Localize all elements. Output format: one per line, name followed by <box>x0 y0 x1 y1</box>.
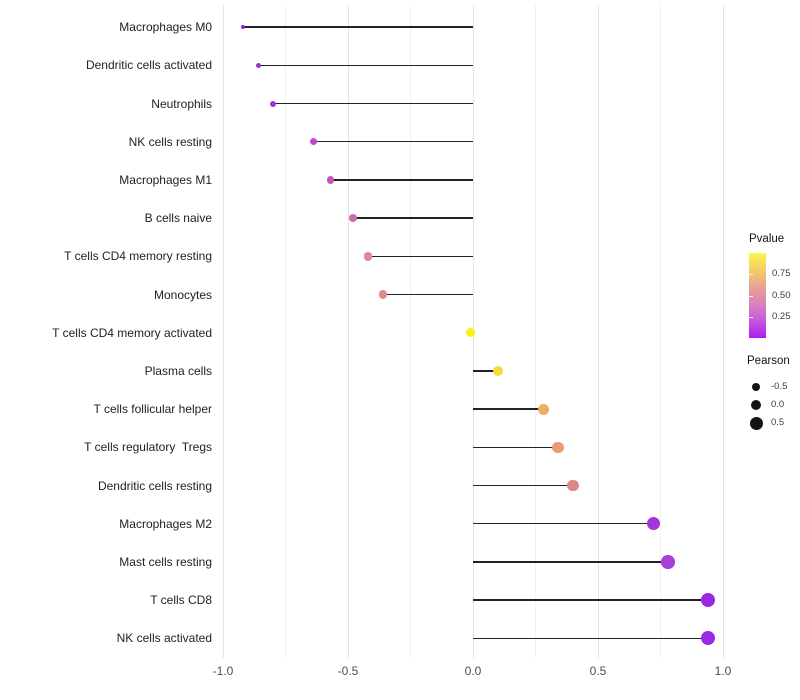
lollipop-stem <box>273 102 473 105</box>
x-axis-tick-label: -0.5 <box>337 664 359 678</box>
y-axis-label: Neutrophils <box>151 96 212 111</box>
pearson-legend-dot <box>750 399 762 411</box>
lollipop-stem <box>313 141 473 143</box>
y-axis-label: NK cells resting <box>128 134 212 149</box>
x-axis-tick-label: 0.5 <box>589 664 607 678</box>
lollipop-stem <box>353 217 473 219</box>
lollipop-dot <box>700 592 716 608</box>
x-axis-tick-label: -1.0 <box>212 664 234 678</box>
pvalue-legend-title: Pvalue <box>749 233 785 245</box>
pearson-legend-label: 0.5 <box>771 417 785 428</box>
lollipop-stem <box>473 370 498 372</box>
pvalue-colorbar-tick <box>749 274 753 276</box>
lollipop-stem <box>473 599 708 601</box>
pvalue-colorbar <box>749 253 766 338</box>
lollipop-dot <box>309 138 317 146</box>
lollipop-dot <box>552 441 564 453</box>
gridline-major <box>347 5 349 658</box>
lollipop-dot <box>661 555 675 569</box>
lollipop-stem <box>473 484 573 487</box>
lollipop-dot <box>700 631 716 646</box>
lollipop-dot <box>646 517 660 531</box>
y-axis-label: Monocytes <box>153 287 212 302</box>
y-axis-label: Mast cells resting <box>119 554 212 569</box>
pearson-legend-label: -0.5 <box>771 381 788 392</box>
y-axis-label: Macrophages M0 <box>119 20 212 35</box>
lollipop-stem <box>473 523 653 525</box>
y-axis-label: B cells naive <box>144 211 212 226</box>
y-axis-label: T cells CD4 memory resting <box>64 249 212 264</box>
lollipop-dot <box>326 176 335 184</box>
gridline-minor <box>285 5 286 658</box>
lollipop-stem <box>383 293 473 296</box>
x-axis-tick-label: 1.0 <box>714 664 732 678</box>
pvalue-colorbar-tick <box>749 316 753 318</box>
lollipop-dot <box>240 25 246 30</box>
pvalue-colorbar-tick <box>749 295 753 297</box>
pearson-legend-title: Pearson <box>747 355 790 367</box>
lollipop-stem <box>473 446 558 448</box>
lollipop-stem <box>368 255 473 257</box>
pvalue-colorbar-tick-label: 0.25 <box>772 310 791 322</box>
lollipop-stem <box>243 26 473 28</box>
lollipop-dot <box>567 479 579 492</box>
lollipop-dot <box>465 327 476 338</box>
y-axis-label: NK cells activated <box>116 631 212 646</box>
lollipop-stem <box>330 179 473 181</box>
gridline-major <box>597 5 599 658</box>
y-axis-label: T cells regulatory Tregs <box>84 440 212 455</box>
y-axis-label: Macrophages M1 <box>119 172 212 187</box>
lollipop-dot <box>492 365 504 376</box>
lollipop-stem <box>473 637 708 639</box>
x-axis-tick-label: 0.0 <box>464 664 482 678</box>
gridline-major <box>722 5 724 658</box>
lollipop-dot <box>378 290 388 299</box>
lollipop-stem <box>473 561 668 563</box>
y-axis-label: Macrophages M2 <box>119 516 212 531</box>
pvalue-colorbar-tick-label: 0.75 <box>772 268 791 280</box>
y-axis-label: T cells follicular helper <box>93 402 213 417</box>
lollipop-dot <box>255 62 261 68</box>
lollipop-stem <box>473 408 543 410</box>
y-axis-label: Dendritic cells activated <box>85 58 212 73</box>
gridline-minor <box>660 5 661 658</box>
lollipop-dot <box>270 100 276 107</box>
pearson-legend-dot <box>752 383 760 391</box>
lollipop-dot <box>349 214 357 223</box>
y-axis-label: T cells CD8 <box>150 593 212 608</box>
y-axis-label: Dendritic cells resting <box>97 478 212 493</box>
pearson-legend-label: 0.0 <box>771 399 785 410</box>
y-axis-label: Plasma cells <box>144 363 212 378</box>
pvalue-colorbar-tick-label: 0.50 <box>772 289 791 301</box>
gridline-minor <box>410 5 411 658</box>
y-axis-label: T cells CD4 memory activated <box>52 325 212 340</box>
lollipop-dot <box>363 252 373 261</box>
lollipop-stem <box>258 64 473 66</box>
gridline-major <box>222 5 224 658</box>
pearson-legend-dot <box>749 416 763 430</box>
gridline-minor <box>535 5 536 658</box>
lollipop-dot <box>537 403 549 415</box>
